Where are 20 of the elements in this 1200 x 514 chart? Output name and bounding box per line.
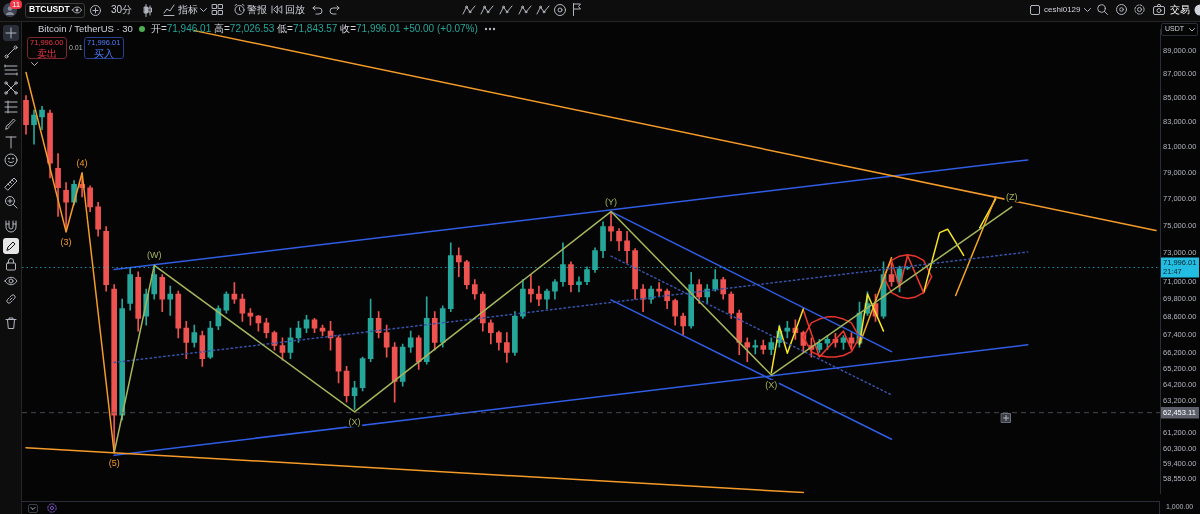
annotation: 卖出 xyxy=(37,48,57,60)
annotation: (3) xyxy=(60,236,72,247)
text: 警报 xyxy=(247,4,267,16)
chart-subtitle: 开=71,946.01 高=72,026.53 低=71,843.57 收=71,996.01 +50.00 (+0.07%) xyxy=(150,23,478,34)
annotation: (W) xyxy=(146,250,162,261)
text: 交易 xyxy=(1170,4,1190,16)
text: 指标 xyxy=(178,4,198,16)
text: 回放 xyxy=(285,4,305,16)
annotation: (Z) xyxy=(1005,191,1018,202)
annotation: (5) xyxy=(108,457,120,468)
annotation: (X) xyxy=(765,380,778,391)
text: BTCUSDT xyxy=(29,4,70,15)
annotation: (4) xyxy=(76,157,88,168)
annotation: (Y) xyxy=(605,196,618,207)
annotation: (X) xyxy=(348,416,361,427)
annotation: 买入 xyxy=(94,48,114,60)
text: 30分 xyxy=(111,4,133,16)
text: 11 xyxy=(10,0,23,10)
text: ceshi0129 xyxy=(1044,5,1081,15)
chart-title: Bitcoin / TetherUS · 30 xyxy=(38,23,133,35)
